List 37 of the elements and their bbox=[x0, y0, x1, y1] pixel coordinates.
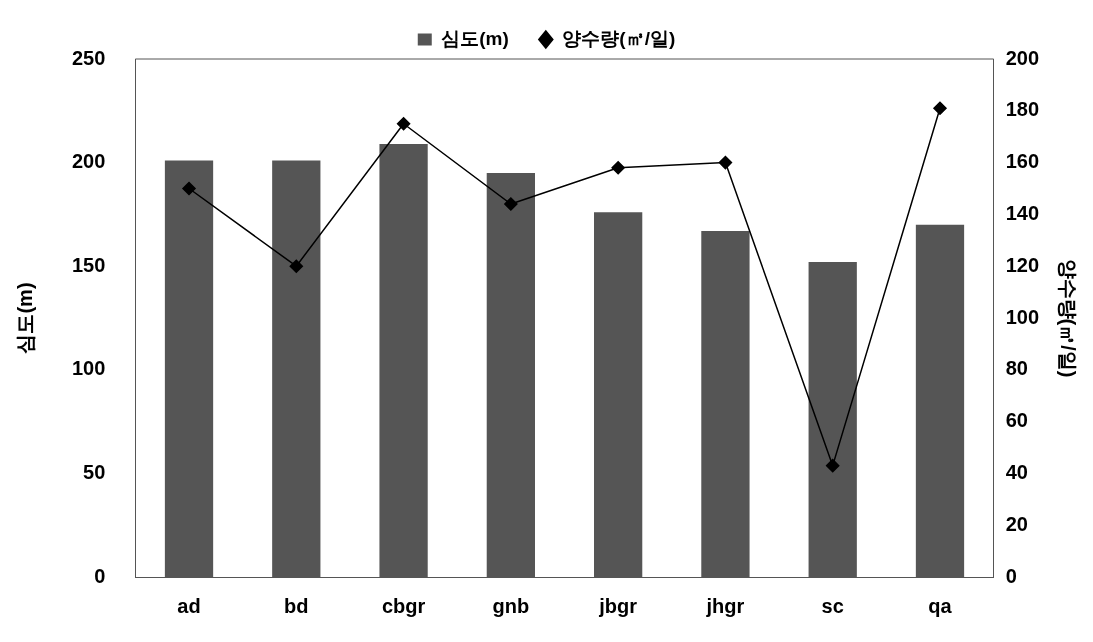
x-tick-label: jhgr bbox=[705, 594, 745, 617]
legend-label: 양수량(㎥/일) bbox=[562, 27, 676, 49]
y-tick-label: 250 bbox=[71, 46, 106, 69]
x-tick-label: ad bbox=[177, 594, 201, 617]
y-axis-title: 심도(m) bbox=[13, 282, 36, 354]
x-tick-label: qa bbox=[928, 594, 953, 617]
x-tick-label: gnb bbox=[492, 594, 530, 617]
y2-tick-label: 20 bbox=[1005, 512, 1028, 535]
point bbox=[611, 161, 625, 175]
point bbox=[182, 181, 196, 196]
y2-axis-title: 양수량(㎥/일) bbox=[1057, 258, 1080, 378]
y-tick-label: 200 bbox=[71, 150, 106, 173]
y2-tick-label: 60 bbox=[1005, 409, 1028, 432]
y-tick-label: 100 bbox=[71, 357, 106, 380]
legend-label: 심도(m) bbox=[441, 27, 509, 49]
y-tick-label: 50 bbox=[83, 460, 106, 483]
y2-tick-label: 200 bbox=[1005, 46, 1040, 69]
y2-tick-label: 120 bbox=[1005, 253, 1040, 276]
x-tick-label: cbgr bbox=[381, 594, 426, 617]
x-tick-label: jbgr bbox=[598, 594, 638, 617]
y2-tick-label: 180 bbox=[1005, 98, 1040, 121]
y2-tick-label: 100 bbox=[1005, 305, 1040, 328]
x-tick-label: bd bbox=[284, 594, 309, 617]
point bbox=[718, 155, 733, 170]
point bbox=[933, 101, 947, 115]
x-tick-label: sc bbox=[821, 594, 844, 617]
y-tick-label: 0 bbox=[94, 564, 106, 587]
y2-tick-label: 0 bbox=[1005, 564, 1017, 587]
y2-tick-label: 160 bbox=[1005, 150, 1040, 173]
y2-tick-label: 80 bbox=[1005, 357, 1028, 380]
y-tick-label: 150 bbox=[71, 253, 106, 276]
point bbox=[289, 259, 304, 273]
point bbox=[396, 117, 411, 131]
y2-tick-label: 40 bbox=[1005, 460, 1028, 483]
point bbox=[504, 197, 518, 211]
y2-tick-label: 140 bbox=[1005, 201, 1040, 224]
point bbox=[825, 458, 840, 473]
